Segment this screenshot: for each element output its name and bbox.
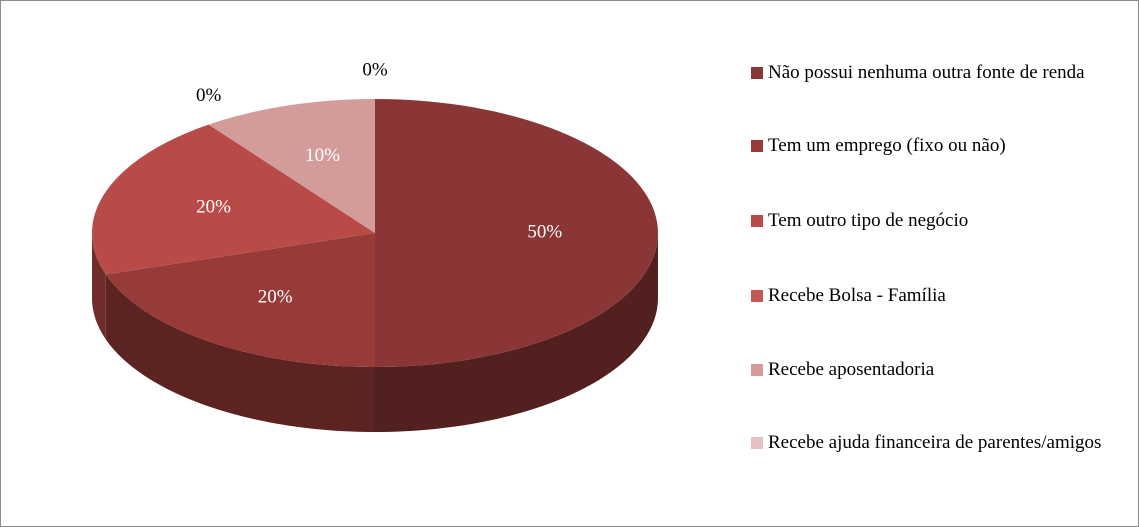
legend-swatch	[751, 67, 763, 79]
data-label: 20%	[258, 286, 293, 307]
data-label: 0%	[196, 85, 222, 106]
legend-swatch	[751, 215, 763, 227]
legend-label: Tem outro tipo de negócio	[768, 210, 969, 231]
legend-swatch	[751, 140, 763, 152]
pie-slice	[375, 99, 658, 367]
slice-side	[375, 233, 658, 432]
pie-slice	[105, 233, 375, 367]
legend-label: Recebe ajuda financeira de parentes/amig…	[768, 432, 1102, 453]
data-label: 20%	[196, 197, 231, 218]
slice-side	[105, 274, 375, 432]
data-label: 50%	[527, 221, 562, 242]
legend-swatch	[751, 364, 763, 376]
legend-label: Recebe aposentadoria	[768, 359, 935, 380]
pie-slice	[92, 124, 375, 275]
data-label: 0%	[362, 59, 388, 80]
legend-label: Recebe Bolsa - Família	[768, 285, 946, 306]
legend-swatch	[751, 437, 763, 449]
legend-swatch	[751, 290, 763, 302]
data-label: 10%	[305, 145, 340, 166]
slice-side	[92, 233, 106, 340]
pie-slice	[208, 99, 375, 233]
legend-label: Não possui nenhuma outra fonte de renda	[768, 62, 1085, 83]
legend-label: Tem um emprego (fixo ou não)	[768, 135, 1006, 156]
